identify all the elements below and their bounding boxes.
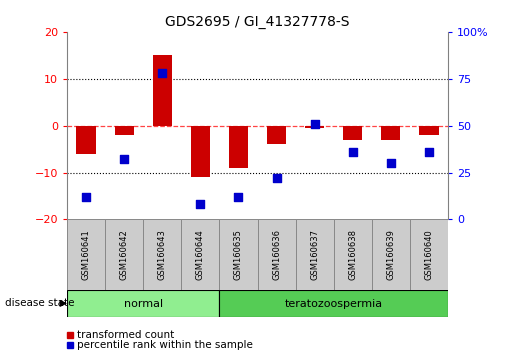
Text: GSM160639: GSM160639 bbox=[386, 229, 396, 280]
Bar bbox=[229, 126, 248, 168]
Bar bbox=[191, 126, 210, 177]
Bar bbox=[382, 126, 401, 140]
Text: GSM160635: GSM160635 bbox=[234, 229, 243, 280]
Point bbox=[196, 202, 204, 207]
Bar bbox=[114, 126, 134, 135]
Point bbox=[234, 194, 243, 200]
Bar bbox=[67, 219, 105, 290]
Point bbox=[272, 175, 281, 181]
Text: GSM160637: GSM160637 bbox=[310, 229, 319, 280]
Bar bbox=[181, 219, 219, 290]
Text: transformed count: transformed count bbox=[77, 330, 175, 339]
Text: GSM160644: GSM160644 bbox=[196, 229, 205, 280]
Text: teratozoospermia: teratozoospermia bbox=[285, 298, 383, 309]
Point bbox=[387, 160, 395, 166]
Bar bbox=[344, 126, 363, 140]
Bar bbox=[334, 219, 372, 290]
Text: GSM160640: GSM160640 bbox=[424, 229, 434, 280]
Bar bbox=[76, 126, 96, 154]
Point bbox=[82, 194, 90, 200]
Point bbox=[158, 70, 166, 76]
Text: normal: normal bbox=[124, 298, 163, 309]
Bar bbox=[105, 219, 143, 290]
Point bbox=[311, 121, 319, 127]
Bar bbox=[419, 126, 439, 135]
Bar bbox=[143, 219, 181, 290]
Text: GSM160636: GSM160636 bbox=[272, 229, 281, 280]
Bar bbox=[153, 55, 172, 126]
Title: GDS2695 / GI_41327778-S: GDS2695 / GI_41327778-S bbox=[165, 16, 350, 29]
Text: disease state: disease state bbox=[5, 298, 75, 308]
Bar bbox=[219, 290, 448, 317]
Bar bbox=[219, 219, 258, 290]
Text: GSM160642: GSM160642 bbox=[119, 229, 129, 280]
Text: GSM160638: GSM160638 bbox=[348, 229, 357, 280]
Bar bbox=[305, 126, 324, 128]
Text: GSM160641: GSM160641 bbox=[81, 229, 91, 280]
Bar bbox=[372, 219, 410, 290]
Bar bbox=[410, 219, 448, 290]
Point bbox=[425, 149, 433, 155]
Bar bbox=[267, 126, 286, 144]
Bar bbox=[258, 219, 296, 290]
Point bbox=[349, 149, 357, 155]
Bar bbox=[67, 290, 219, 317]
Text: GSM160643: GSM160643 bbox=[158, 229, 167, 280]
Point bbox=[120, 156, 128, 162]
Text: percentile rank within the sample: percentile rank within the sample bbox=[77, 340, 253, 350]
Bar bbox=[296, 219, 334, 290]
